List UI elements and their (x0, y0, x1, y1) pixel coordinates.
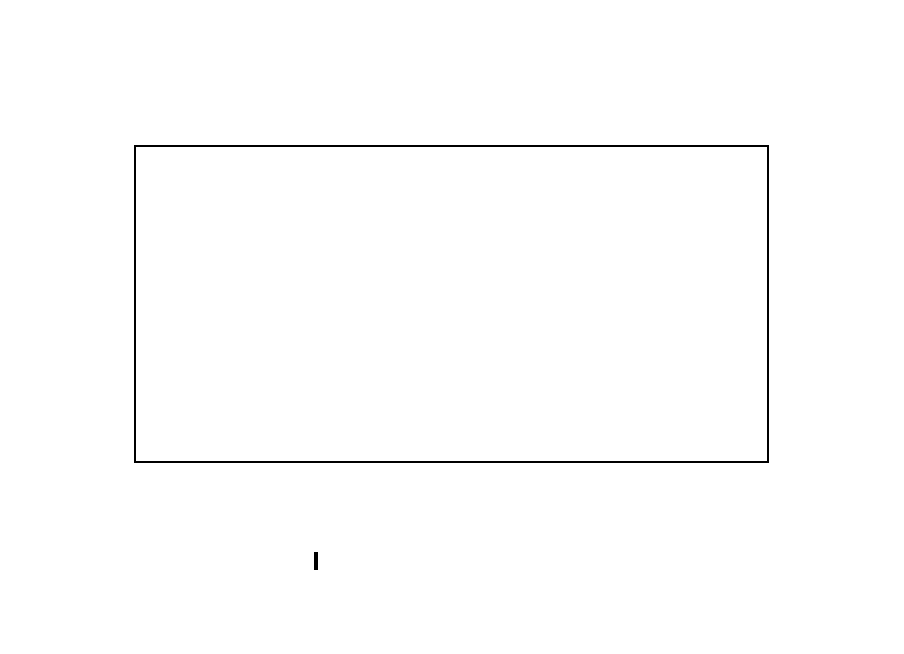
colorbar-labels (280, 572, 610, 596)
heatmap-field (135, 146, 768, 462)
colorbar (314, 552, 318, 570)
plot-frame (134, 145, 769, 463)
